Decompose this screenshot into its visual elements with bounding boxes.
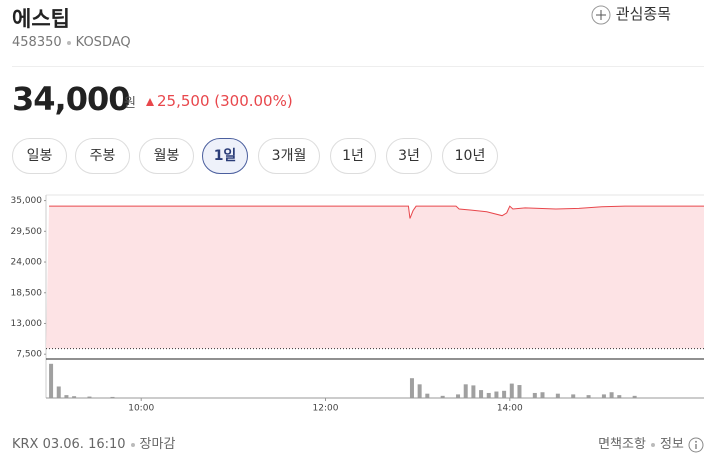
- volume-bar: [72, 396, 77, 398]
- stock-name: 에스팁: [12, 7, 70, 31]
- y-tick-label: 7,500: [16, 350, 42, 360]
- x-tick-label: 14:00: [497, 404, 523, 414]
- volume-bar: [87, 396, 92, 398]
- period-tab[interactable]: 1년: [330, 138, 376, 174]
- volume-bar: [502, 390, 507, 398]
- separator: [650, 442, 655, 447]
- volume-bar: [509, 383, 514, 398]
- period-tab[interactable]: 3년: [386, 138, 432, 174]
- volume-bar: [601, 394, 606, 398]
- volume-bar: [486, 392, 491, 398]
- separator: [66, 40, 71, 45]
- y-tick-label: 13,000: [11, 319, 43, 329]
- plus-icon: [591, 5, 611, 24]
- price-unit: 원: [124, 96, 136, 111]
- watch-label: 관심종목: [615, 5, 671, 23]
- x-tick-label: 10:00: [128, 404, 154, 414]
- y-tick-label: 18,500: [11, 288, 43, 298]
- price-line: [49, 205, 648, 219]
- chart: 35,000 29,500 24,000 18,500 13,000 7,500 10:00…: [11, 194, 704, 414]
- period-tab[interactable]: 1일: [202, 138, 248, 174]
- volume-bar: [463, 384, 468, 398]
- market: KOSDAQ: [75, 35, 131, 50]
- volume-bar: [494, 391, 499, 398]
- volume-bar: [617, 395, 622, 398]
- volume-bar: [540, 392, 545, 398]
- watch-button[interactable]: 관심종목: [591, 3, 671, 25]
- up-arrow: [146, 98, 154, 106]
- volume-bar: [532, 392, 537, 398]
- volume-bar: [56, 386, 61, 398]
- volume-bar: [517, 385, 522, 398]
- period-tab[interactable]: 10년: [442, 138, 498, 174]
- price: 34,000: [12, 80, 130, 118]
- code: 458350: [12, 35, 62, 50]
- volume-bar: [409, 378, 414, 398]
- volume-bar: [609, 392, 614, 398]
- volume-bar: [425, 393, 430, 398]
- stock-meta: 458350 KOSDAQ: [12, 35, 131, 50]
- volume-bar: [417, 384, 422, 398]
- y-tick-label: 24,000: [11, 258, 43, 268]
- volume-bar: [479, 390, 484, 398]
- x-tick-label: 12:00: [313, 404, 339, 414]
- change-text: 25,500 (300.00%): [157, 92, 293, 110]
- volume-bar: [586, 395, 591, 398]
- y-tick-label: 29,500: [11, 227, 43, 237]
- period-tab[interactable]: 월봉: [139, 138, 194, 174]
- y-tick-label: 35,000: [11, 196, 43, 206]
- volume-bar: [571, 394, 576, 398]
- volume-bar: [456, 394, 461, 398]
- volume-bar: [49, 363, 54, 398]
- period-tab[interactable]: 3개월: [258, 138, 320, 174]
- volume-bar: [471, 385, 476, 398]
- footer-right: 면책조항 정보: [598, 433, 704, 453]
- info-icon: [688, 437, 704, 452]
- separator: [130, 442, 135, 447]
- footer-left: KRX 03.06. 16:10 장마감: [12, 433, 175, 452]
- area: [46, 206, 704, 349]
- volume-bar: [110, 396, 115, 398]
- change: 25,500 (300.00%): [146, 92, 293, 110]
- info[interactable]: 정보: [659, 437, 684, 452]
- disclaimer[interactable]: 면책조항: [598, 437, 646, 452]
- divider: [12, 66, 704, 67]
- volume-bar: [440, 395, 445, 398]
- volume-bar: [632, 395, 637, 398]
- volume-bar: [555, 393, 560, 398]
- status: KRX 03.06. 16:10: [12, 437, 126, 452]
- period-tab[interactable]: 일봉: [12, 138, 67, 174]
- period-tab[interactable]: 주봉: [75, 138, 130, 174]
- volume-bar: [64, 395, 69, 398]
- session: 장마감: [139, 437, 176, 452]
